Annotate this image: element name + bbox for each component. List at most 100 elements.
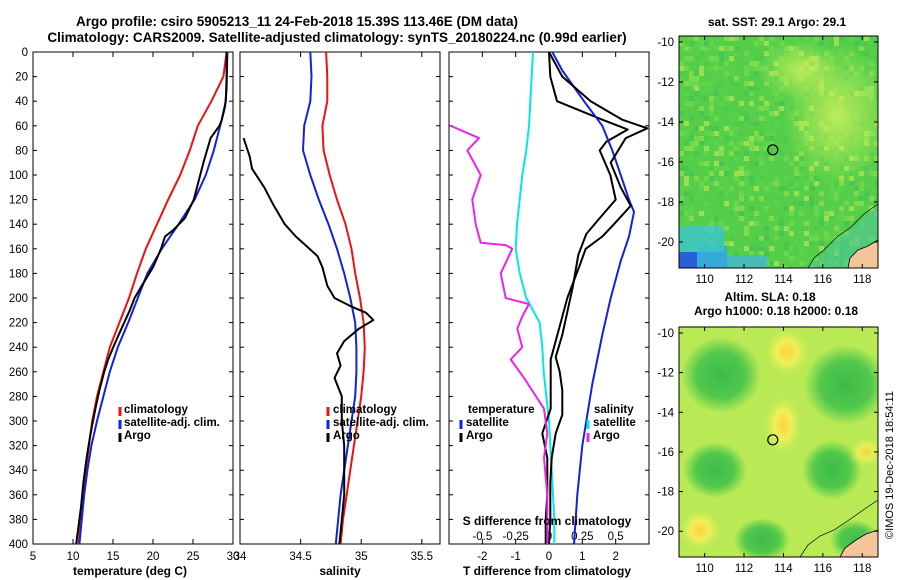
sst-pixel (744, 141, 749, 146)
sst-pixel (799, 211, 804, 216)
sst-pixel (684, 211, 689, 216)
sst-pixel (764, 101, 769, 106)
sst-pixel (744, 116, 749, 121)
sst-pixel (719, 146, 724, 151)
sla-map-title1: Altim. SLA: 0.18 (724, 290, 816, 304)
sst-pixel (759, 181, 764, 186)
sst-pixel (739, 176, 744, 181)
legend-title-temperature: temperature (468, 404, 534, 416)
sla-argo-marker (767, 434, 779, 446)
sst-pixel (804, 241, 809, 246)
x-tick-label: 0 (546, 551, 552, 563)
salinity-panel: 34 34.5 35 35.5 climatology satellite-adj. … (234, 51, 441, 578)
sst-pixel (684, 216, 689, 221)
sst-pixel (774, 131, 779, 136)
sst-pixel (749, 141, 754, 146)
sst-pixel (794, 266, 799, 268)
sst-pixel (794, 246, 799, 251)
map-lat-label: -12 (657, 368, 674, 380)
sst-pixel (759, 131, 764, 136)
sst-pixel (759, 161, 764, 166)
sst-pixel (684, 196, 689, 201)
sst-pixel (689, 116, 694, 121)
sst-pixel (819, 231, 824, 236)
temperature-legend-satellite: satellite-adj. clim. (124, 417, 220, 429)
sst-pixel (834, 216, 839, 221)
sst-pixel (679, 71, 684, 76)
sst-pixel (744, 196, 749, 201)
depth-axis: 0 20 40 60 80 100 120 140 160 180 200 220 240 260 280 3… (9, 47, 28, 551)
sst-pixel (769, 261, 774, 266)
sst-pixel (684, 191, 689, 196)
sst-pixel (769, 241, 774, 246)
sst-pixel (709, 41, 714, 46)
legend-t-satellite: satellite (466, 417, 509, 429)
sst-field (679, 36, 878, 268)
sst-pixel (719, 166, 724, 171)
sst-pixel (709, 106, 714, 111)
sst-pixel (779, 216, 784, 221)
series-differences-t-argo (541, 52, 649, 544)
sst-pixel (739, 211, 744, 216)
s-diff-tick-label: 0.25 (571, 531, 593, 543)
sst-pixel (704, 151, 709, 156)
sst-pixel (769, 266, 774, 268)
sst-pixel (689, 41, 694, 46)
sst-pixel (764, 136, 769, 141)
sla-map: Altim. SLA: 0.18 Argo h1000: 0.18 h2000:… (657, 290, 879, 575)
sst-pixel (714, 96, 719, 101)
sst-pixel (754, 211, 759, 216)
sst-pixel (709, 66, 714, 71)
sst-pixel (864, 196, 869, 201)
sst-pixel (709, 171, 714, 176)
sst-pixel (709, 126, 714, 131)
sst-pixel (744, 246, 749, 251)
sst-pixel (834, 236, 839, 241)
map-lat-label: -14 (657, 117, 674, 129)
sst-pixel (694, 36, 699, 41)
sst-pixel (864, 51, 869, 56)
sst-pixel (799, 166, 804, 171)
sst-pixel (759, 116, 764, 121)
salinity-xlabel: salinity (319, 564, 361, 578)
sst-pixel (744, 231, 749, 236)
sst-pixel (709, 186, 714, 191)
s-difference-label: S difference from climatology (463, 514, 632, 528)
sst-argo-marker (767, 144, 779, 156)
sst-pixel (749, 146, 754, 151)
sst-pixel (749, 151, 754, 156)
difference-axis-ticks: -2 -1 0 1 2-0.5 -0.25 0 0.25 0.5 (449, 51, 649, 563)
sst-pixel (704, 41, 709, 46)
sst-pixel (749, 121, 754, 126)
sst-pixel (809, 176, 814, 181)
sst-pixel (834, 191, 839, 196)
sst-pixel (679, 151, 684, 156)
sst-pixel (769, 46, 774, 51)
sst-pixel (819, 191, 824, 196)
sst-pixel (829, 216, 834, 221)
sst-pixel (839, 221, 844, 226)
sst-pixel (749, 196, 754, 201)
sst-pixel (774, 201, 779, 206)
sst-pixel (794, 166, 799, 171)
sst-pixel (714, 91, 719, 96)
sst-pixel (719, 91, 724, 96)
sst-pixel (779, 166, 784, 171)
sst-pixel (689, 131, 694, 136)
sst-pixel (749, 246, 754, 251)
sst-pixel (794, 196, 799, 201)
sst-pixel (789, 206, 794, 211)
sst-pixel (769, 246, 774, 251)
sst-pixel (699, 106, 704, 111)
sst-pixel (849, 216, 854, 221)
sst-pixel (709, 191, 714, 196)
sst-pixel (799, 201, 804, 206)
sst-pixel (719, 81, 724, 86)
sst-pixel (704, 176, 709, 181)
sst-pixel (759, 156, 764, 161)
sst-pixel (699, 161, 704, 166)
sst-pixel (784, 246, 789, 251)
sst-pixel (709, 111, 714, 116)
sst-pixel (679, 111, 684, 116)
sst-pixel (684, 121, 689, 126)
